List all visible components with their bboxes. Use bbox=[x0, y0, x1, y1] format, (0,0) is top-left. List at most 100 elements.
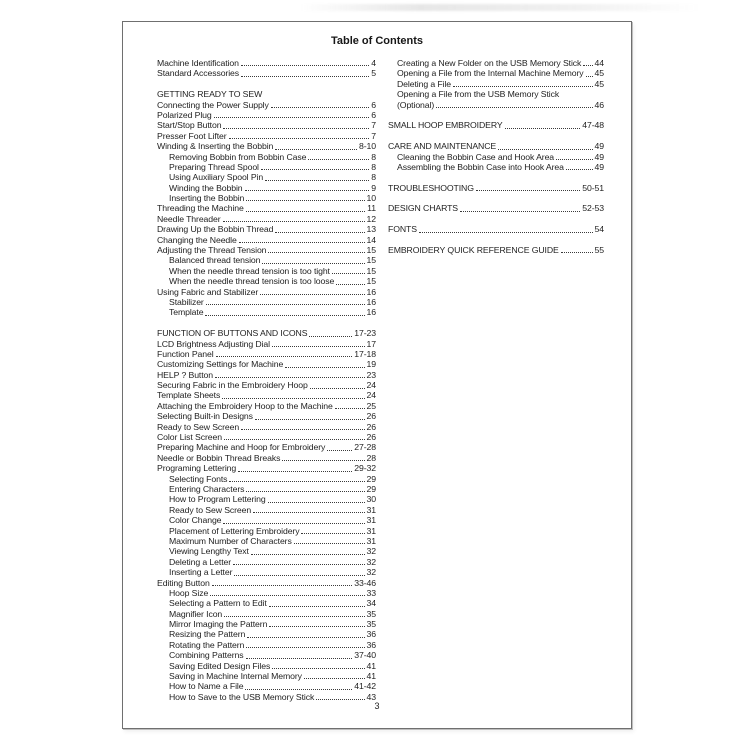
toc-entry-label: Selecting Fonts bbox=[169, 473, 228, 484]
toc-entry: Connecting the Power Supply 6 bbox=[157, 100, 376, 110]
toc-entry: Mirror Imaging the Pattern 35 bbox=[157, 619, 376, 629]
toc-entry-page: 24 bbox=[366, 380, 377, 391]
dot-leader bbox=[222, 221, 365, 223]
toc-entry: Inserting a Letter 32 bbox=[157, 567, 376, 577]
toc-entry-page: 32 bbox=[366, 556, 377, 567]
toc-entry-label: Changing the Needle bbox=[157, 234, 237, 245]
toc-entry-page: 6 bbox=[371, 99, 376, 110]
toc-entry: Adjusting the Thread Tension 15 bbox=[157, 245, 376, 255]
toc-spacer bbox=[388, 193, 604, 203]
toc-entry-page: 41 bbox=[366, 671, 377, 682]
toc-entry-label: FUNCTION OF BUTTONS AND ICONS bbox=[157, 328, 308, 339]
toc-entry: HELP ? Button 23 bbox=[157, 370, 376, 380]
toc-entry-label: Winding the Bobbin bbox=[169, 182, 243, 193]
dot-leader bbox=[285, 366, 365, 368]
toc-entry-label: Threading the Machine bbox=[157, 203, 244, 214]
toc-entry: TROUBLESHOOTING 50-51 bbox=[388, 183, 604, 193]
toc-entry: Drawing Up the Bobbin Thread 13 bbox=[157, 224, 376, 234]
toc-entry-label: How to Name a File bbox=[169, 681, 244, 692]
toc-entry-page: 31 bbox=[366, 504, 377, 515]
toc-entry: Winding the Bobbin 9 bbox=[157, 183, 376, 193]
toc-entry: Cleaning the Bobbin Case and Hook Area 49 bbox=[388, 152, 604, 162]
toc-entry-label: Needle Threader bbox=[157, 213, 221, 224]
toc-column-left: Machine Identification 4 Standard Accessor… bbox=[157, 58, 376, 702]
toc-entry: LCD Brightness Adjusting Dial 17 bbox=[157, 339, 376, 349]
toc-entry-label: Color Change bbox=[169, 515, 222, 526]
dot-leader bbox=[301, 532, 365, 534]
toc-entry-page: 26 bbox=[366, 411, 377, 422]
toc-entry: Viewing Lengthy Text 32 bbox=[157, 546, 376, 556]
toc-entry: Start/Stop Button 7 bbox=[157, 120, 376, 130]
toc-entry-page: 23 bbox=[366, 369, 377, 380]
toc-entry: Threading the Machine 11 bbox=[157, 203, 376, 213]
toc-entry-label: Resizing the Pattern bbox=[169, 629, 246, 640]
toc-entry: Entering Characters 29 bbox=[157, 484, 376, 494]
toc-entry-label: Hoop Size bbox=[169, 587, 209, 598]
dot-leader bbox=[309, 335, 353, 337]
toc-entry-page: 49 bbox=[594, 151, 605, 162]
toc-entry-label: Attaching the Embroidery Hoop to the Mac… bbox=[157, 400, 333, 411]
toc-entry: Removing Bobbin from Bobbin Case 8 bbox=[157, 152, 376, 162]
dot-leader bbox=[215, 356, 353, 358]
dot-leader bbox=[268, 605, 365, 607]
dot-leader bbox=[309, 387, 365, 389]
toc-entry-page: 43 bbox=[366, 691, 377, 702]
dot-leader bbox=[336, 283, 365, 285]
toc-entry: Deleting a Letter 32 bbox=[157, 557, 376, 567]
toc-entry-page: 6 bbox=[371, 109, 376, 120]
dot-leader bbox=[272, 668, 365, 670]
toc-entry-page: 35 bbox=[366, 608, 377, 619]
toc-entry: Customizing Settings for Machine 19 bbox=[157, 359, 376, 369]
toc-entry-page: 41-42 bbox=[354, 681, 376, 692]
toc-entry-page: 8 bbox=[371, 151, 376, 162]
toc-entry-page: 8-10 bbox=[359, 141, 376, 152]
dot-leader bbox=[246, 491, 365, 493]
dot-leader bbox=[228, 138, 370, 140]
dot-leader bbox=[215, 377, 365, 379]
toc-entry-label: Connecting the Power Supply bbox=[157, 99, 269, 110]
dot-leader bbox=[250, 553, 365, 555]
dot-leader bbox=[229, 481, 365, 483]
toc-entry: Saving in Machine Internal Memory 41 bbox=[157, 671, 376, 681]
dot-leader bbox=[238, 470, 353, 472]
toc-entry-page: 31 bbox=[366, 525, 377, 536]
toc-entry: Winding & Inserting the Bobbin 8-10 bbox=[157, 141, 376, 151]
dot-leader bbox=[459, 210, 581, 212]
toc-entry-page: 32 bbox=[366, 546, 377, 557]
dot-leader bbox=[268, 252, 365, 254]
dot-leader bbox=[240, 65, 370, 67]
toc-entry: Saving Edited Design Files 41 bbox=[157, 661, 376, 671]
toc-entry-page: 5 bbox=[371, 68, 376, 79]
toc-entry-page: 46 bbox=[594, 99, 605, 110]
toc-spacer bbox=[157, 79, 376, 89]
toc-spacer bbox=[388, 131, 604, 141]
toc-entry-label: TROUBLESHOOTING bbox=[388, 182, 474, 193]
toc-entry-page: 31 bbox=[366, 515, 377, 526]
dot-leader bbox=[583, 65, 593, 67]
toc-entry-page: 50-51 bbox=[582, 182, 604, 193]
toc-entry-label: Mirror Imaging the Pattern bbox=[169, 619, 268, 630]
toc-entry-label: Function Panel bbox=[157, 348, 214, 359]
toc-entry-page: 33 bbox=[366, 587, 377, 598]
dot-leader bbox=[504, 127, 581, 129]
toc-entry-label: Template Sheets bbox=[157, 390, 221, 401]
toc-entry-page: 35 bbox=[366, 619, 377, 630]
toc-entry-page: 10 bbox=[366, 193, 377, 204]
dot-leader bbox=[211, 584, 353, 586]
toc-entry-label: Opening a File from the Internal Machine… bbox=[397, 68, 584, 79]
toc-entry-page: 36 bbox=[366, 639, 377, 650]
toc-entry-page: 36 bbox=[366, 629, 377, 640]
toc-entry-page: 49 bbox=[594, 161, 605, 172]
toc-entry-page: 54 bbox=[594, 224, 605, 235]
dot-leader bbox=[498, 148, 593, 150]
toc-entry-page: 12 bbox=[366, 213, 377, 224]
toc-entry: Assembling the Bobbin Case into Hook Are… bbox=[388, 162, 604, 172]
toc-entry-label: FONTS bbox=[388, 224, 417, 235]
dot-leader bbox=[246, 647, 365, 649]
toc-entry: How to Name a File 41-42 bbox=[157, 681, 376, 691]
dot-leader bbox=[565, 169, 593, 171]
dot-leader bbox=[260, 293, 365, 295]
toc-entry-page: 44 bbox=[594, 57, 605, 68]
toc-entry: Magnifier Icon 35 bbox=[157, 609, 376, 619]
toc-entry-page: 19 bbox=[366, 359, 377, 370]
